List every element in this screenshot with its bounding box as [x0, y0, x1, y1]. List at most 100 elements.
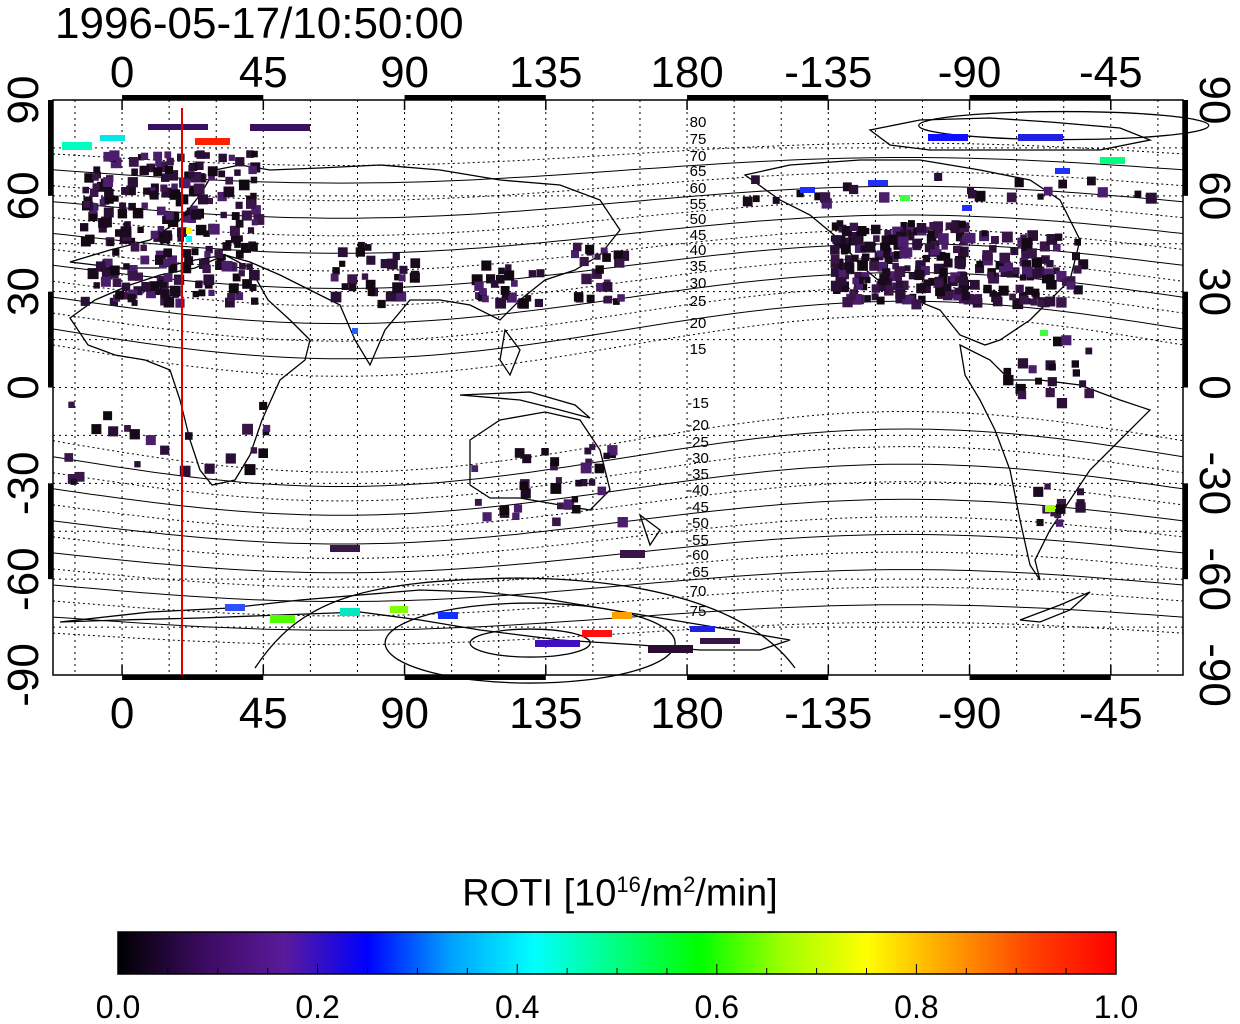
- mag-contour: [52, 586, 1184, 617]
- roti-pixel: [93, 166, 101, 174]
- roti-pixel: [220, 211, 227, 219]
- roti-pixel: [1041, 275, 1051, 284]
- roti-pixel: [955, 232, 965, 242]
- roti-pixel: [112, 195, 119, 202]
- roti-pixel: [146, 288, 156, 299]
- roti-pixel: [332, 267, 340, 275]
- roti-pixel: [981, 230, 988, 237]
- roti-pixel: [137, 226, 144, 233]
- roti-pixel: [884, 256, 893, 264]
- roti-pixel: [830, 267, 840, 277]
- roti-pixel: [180, 178, 191, 189]
- roti-pixel: [856, 276, 864, 284]
- roti-pixel: [228, 154, 235, 161]
- roti-pixel-highlight: [186, 228, 192, 234]
- lon-tick-label-bottom: 0: [110, 689, 134, 738]
- lon-tick-label-bottom: -135: [784, 689, 872, 738]
- south-pole-contour: [384, 602, 676, 684]
- colorbar-tick-label: 0.8: [894, 989, 938, 1024]
- roti-pixel: [1058, 179, 1067, 189]
- roti-pixel: [1074, 238, 1081, 246]
- roti-pixel: [247, 227, 255, 234]
- frame-bar: [48, 291, 53, 388]
- roti-pixel: [175, 298, 185, 308]
- roti-pixel: [1046, 260, 1054, 268]
- roti-pixel: [182, 216, 189, 223]
- roti-pixel: [121, 282, 131, 291]
- roti-pixel-highlight: [1100, 157, 1125, 164]
- roti-pixel: [92, 183, 100, 191]
- roti-pixel: [989, 290, 996, 297]
- roti-pixel: [1072, 252, 1080, 261]
- contour-label: 70: [690, 148, 707, 165]
- roti-pixel: [186, 207, 194, 214]
- south-contour: [254, 577, 796, 669]
- roti-pixel: [104, 412, 112, 420]
- mag-contour: [52, 516, 1184, 559]
- roti-pixel: [185, 432, 193, 440]
- mag-contour: [52, 315, 1184, 377]
- roti-pixel: [339, 260, 346, 267]
- roti-pixel: [884, 229, 892, 238]
- roti-pixel-highlight: [195, 138, 230, 145]
- roti-pixel-highlight: [612, 612, 632, 619]
- roti-pixel: [64, 453, 74, 462]
- roti-pixel: [1003, 367, 1012, 376]
- roti-pixel: [889, 271, 900, 282]
- roti-pixel: [193, 183, 205, 195]
- roti-pixel: [1053, 243, 1061, 252]
- roti-pixel: [146, 163, 156, 173]
- lon-tick-label-top: -135: [784, 48, 872, 97]
- roti-pixel: [1003, 262, 1013, 272]
- roti-pixel: [235, 292, 244, 301]
- roti-pixel: [1043, 186, 1053, 196]
- roti-pixel: [992, 296, 1003, 307]
- roti-pixel: [857, 260, 868, 271]
- roti-pixel: [127, 270, 138, 281]
- roti-pixel: [1097, 187, 1108, 198]
- roti-pixel: [117, 209, 128, 219]
- roti-pixel: [234, 169, 241, 176]
- colorbar-tick-label: 0.4: [495, 989, 539, 1024]
- roti-pixel: [92, 174, 99, 181]
- roti-pixel: [585, 458, 592, 466]
- roti-pixel: [884, 286, 894, 296]
- colorbar-ramp: [117, 931, 1117, 975]
- roti-pixel: [235, 201, 243, 209]
- contour-label: 75: [690, 603, 707, 620]
- roti-pixel: [1053, 336, 1063, 347]
- roti-pixel: [1056, 297, 1067, 308]
- roti-pixel: [365, 279, 376, 290]
- roti-pixel: [941, 243, 948, 250]
- contour-label: 45: [690, 227, 707, 244]
- roti-pixel: [361, 273, 369, 280]
- roti-pixel: [341, 283, 349, 290]
- roti-pixel: [91, 424, 102, 435]
- roti-pixel: [228, 283, 239, 294]
- roti-pixel: [918, 295, 926, 304]
- colorbar: 0.0 0.2 0.4 0.6 0.8 1.0: [96, 931, 1138, 1024]
- roti-pixel: [112, 278, 122, 287]
- frame-bar: [122, 675, 264, 680]
- roti-pixel: [195, 161, 204, 170]
- roti-pixel: [842, 297, 853, 308]
- roti-pixel: [198, 289, 206, 297]
- roti-pixel: [190, 209, 202, 220]
- roti-pixel: [395, 291, 407, 302]
- roti-pixel: [869, 261, 879, 271]
- roti-pixel: [617, 294, 625, 302]
- roti-pixel: [214, 249, 223, 258]
- roti-pixel: [1022, 266, 1033, 278]
- roti-pixel: [231, 212, 240, 220]
- roti-pixel: [860, 283, 868, 291]
- colorbar-tick-label: 0.2: [295, 989, 339, 1024]
- frame-bar: [969, 675, 1111, 680]
- roti-pixel: [258, 448, 268, 458]
- roti-pixel: [974, 190, 986, 202]
- roti-pixel: [834, 263, 844, 273]
- roti-pixel-highlight: [868, 180, 888, 186]
- roti-pixel: [222, 242, 232, 251]
- roti-pixel: [603, 452, 610, 460]
- roti-pixel: [153, 167, 163, 177]
- roti-pixel: [1037, 193, 1044, 200]
